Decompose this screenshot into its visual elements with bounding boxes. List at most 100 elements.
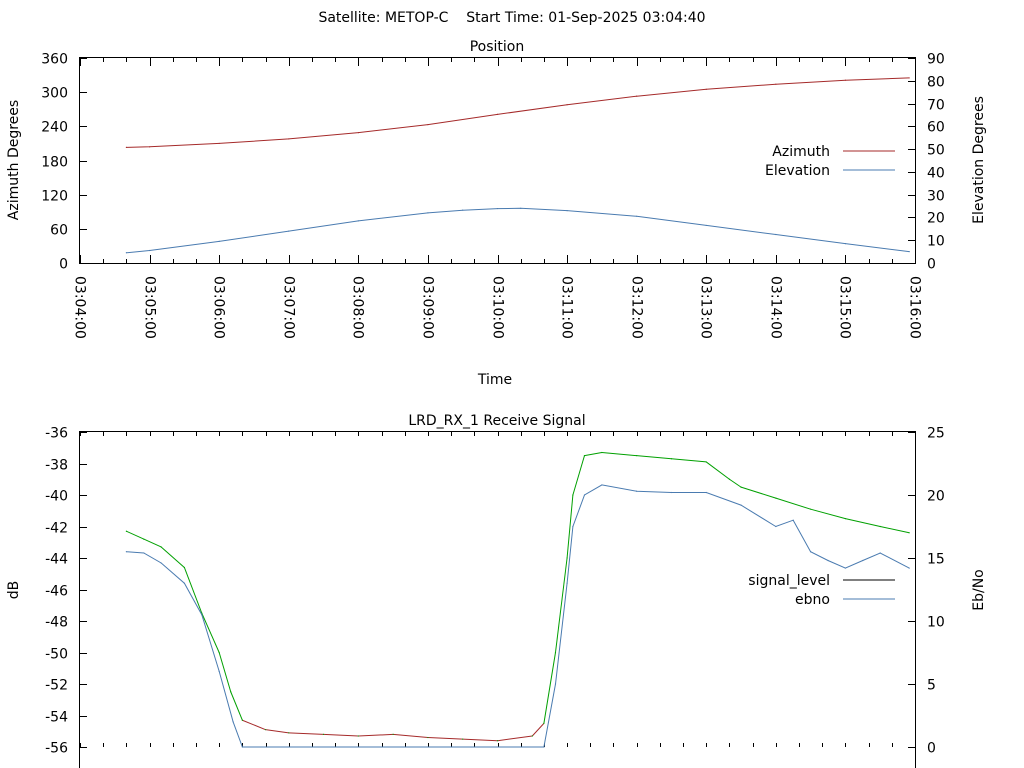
signal-chart: LRD_RX_1 Receive Signal -36-38-40-42-44-… (6, 413, 987, 768)
series-signal-level-segment (265, 729, 289, 734)
series-elevation-point (566, 210, 568, 212)
x-tick-label: 03:14:00 (768, 276, 784, 339)
series-ebno-point (143, 552, 145, 554)
left-tick-label: 60 (50, 223, 68, 239)
series-azimuth-point (566, 104, 568, 106)
series-ebno-point (844, 567, 847, 569)
series-signal-level-point (908, 532, 910, 534)
left-tick-label: -40 (45, 489, 68, 505)
series-elevation-point (844, 243, 847, 245)
series-signal-level-segment (497, 735, 533, 742)
series-azimuth-point (705, 88, 707, 90)
x-tick-label: 03:04:00 (72, 276, 88, 339)
series-elevation-point (775, 233, 777, 236)
series-signal-level-segment (601, 451, 637, 457)
series-signal-level-point (740, 486, 742, 488)
series-signal-level-segment (218, 652, 232, 693)
left-tick-label: 0 (59, 257, 68, 273)
series-elevation-point (288, 230, 290, 232)
series-ebno-point (583, 494, 586, 496)
left-tick-label: -48 (45, 615, 68, 631)
x-tick-label: 03:09:00 (420, 276, 436, 339)
series-signal-level-segment (323, 733, 359, 737)
series-signal-level-segment (543, 652, 556, 724)
series-signal-level-point (125, 530, 127, 532)
series-azimuth-point (844, 79, 847, 81)
right-tick-label: 0 (927, 741, 936, 757)
series-ebno-point (740, 504, 742, 506)
series-signal-level-point (427, 736, 429, 739)
series-signal-level-point (554, 651, 557, 654)
series-ebno-point (705, 491, 707, 494)
right-tick-label: 30 (927, 189, 945, 205)
series-azimuth-point (427, 124, 429, 126)
series-ebno-point (201, 614, 203, 616)
series-elevation-point (705, 224, 707, 227)
series-ebno-point (554, 683, 557, 685)
series-elevation-point (462, 209, 464, 211)
series-signal-level-point (775, 497, 777, 499)
series-ebno-point (566, 582, 568, 584)
right-tick-label: 10 (927, 615, 945, 631)
series-azimuth-line (126, 77, 910, 148)
series-signal-level-segment (160, 546, 185, 568)
right-tick-label: 10 (927, 234, 945, 250)
left-tick-label: 240 (41, 120, 68, 136)
right-tick-label: 40 (927, 166, 945, 182)
series-signal-level-segment (729, 478, 742, 488)
db-axis-label: dB (6, 581, 22, 600)
series-signal-level-segment (810, 508, 846, 520)
series-signal-level-point (357, 735, 359, 737)
series-elevation-point (908, 251, 910, 253)
series-ebno-point (160, 562, 162, 564)
series-signal-level-point (572, 494, 574, 496)
right-tick-label: 15 (927, 552, 945, 568)
series-elevation-point (218, 240, 220, 242)
series-signal-level-segment (230, 691, 243, 721)
series-signal-level-point (322, 733, 325, 736)
series-azimuth-point (908, 77, 910, 79)
position-legend: Azimuth Elevation (765, 144, 895, 179)
left-tick-label: 360 (41, 52, 68, 68)
left-tick-label: 180 (41, 155, 68, 171)
x-tick-label: 03:06:00 (211, 276, 227, 339)
series-signal-level-segment (126, 530, 144, 540)
x-tick-label: 03:15:00 (837, 276, 853, 339)
series-signal-level-segment (775, 497, 811, 510)
series-signal-level-segment (880, 526, 910, 534)
x-tick-label: 03:12:00 (629, 276, 645, 339)
series-signal-level-segment (705, 461, 730, 480)
x-tick-label: 03:05:00 (142, 276, 158, 339)
left-tick-label: -52 (45, 678, 68, 694)
left-tick-label: 120 (41, 189, 68, 205)
series-ebno-point (125, 551, 127, 553)
x-tick-label: 03:07:00 (281, 276, 297, 339)
signal-axis-ticks: -36 -38 -40 -42 -44 -46 -48 -50 -52 -54 -56 0 5 10 15 2… (45, 426, 945, 757)
series-signal-level-point (543, 722, 545, 724)
position-series-group (125, 77, 910, 254)
series-signal-level-point (264, 729, 267, 731)
signal-plot-frame (79, 431, 916, 768)
series-ebno-point (241, 746, 243, 748)
elevation-axis-label: Elevation Degrees (971, 96, 987, 224)
right-tick-label: 20 (927, 211, 945, 227)
series-signal-level-point (218, 651, 220, 654)
left-tick-label: -38 (45, 458, 68, 474)
series-elevation-point (496, 207, 499, 210)
series-azimuth-point (496, 113, 499, 115)
series-ebno-point (601, 484, 603, 486)
series-azimuth-point (636, 95, 638, 97)
series-azimuth-point (125, 146, 127, 149)
series-signal-level-point (601, 451, 603, 454)
series-signal-level-segment (531, 723, 545, 737)
series-azimuth-point (148, 146, 151, 148)
series-ebno-point (232, 721, 234, 723)
legend-label-azimuth: Azimuth (772, 144, 830, 160)
series-signal-level-point (670, 458, 673, 460)
series-ebno-line (126, 484, 910, 748)
left-tick-label: -44 (45, 552, 68, 568)
x-tick-label: 03:16:00 (907, 276, 923, 339)
series-signal-level-point (288, 732, 290, 734)
series-elevation-point (636, 215, 638, 217)
series-azimuth-point (288, 138, 290, 140)
